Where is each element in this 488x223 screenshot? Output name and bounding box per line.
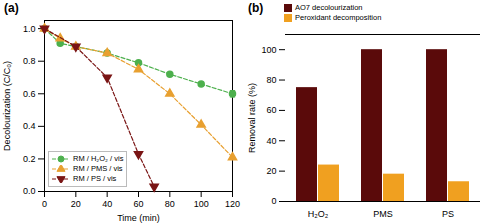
svg-text:0.2: 0.2 bbox=[23, 154, 36, 164]
svg-text:20: 20 bbox=[266, 166, 276, 176]
html-text:RM / PS / vis: RM / PS / vis bbox=[73, 174, 117, 183]
svg-text:0: 0 bbox=[271, 196, 276, 206]
svg-text:80: 80 bbox=[165, 199, 175, 209]
svg-text:H₂O₂: H₂O₂ bbox=[308, 209, 329, 219]
html-text:(a): (a) bbox=[4, 1, 19, 15]
svg-text:0.0: 0.0 bbox=[23, 186, 36, 196]
html-text:(b): (b) bbox=[248, 1, 264, 15]
svg-text:Decolourization (C/C₀): Decolourization (C/C₀) bbox=[2, 61, 12, 151]
svg-text:0.8: 0.8 bbox=[23, 56, 36, 66]
svg-text:0.6: 0.6 bbox=[23, 89, 36, 99]
svg-text:40: 40 bbox=[102, 199, 112, 209]
html-text:AO7 decolourization: AO7 decolourization bbox=[295, 3, 363, 12]
svg-text:40: 40 bbox=[266, 136, 276, 146]
svg-text:Removal rate (%): Removal rate (%) bbox=[247, 83, 257, 153]
svg-text:120: 120 bbox=[225, 199, 240, 209]
svg-text:Time (min): Time (min) bbox=[117, 213, 160, 223]
html-text:Peroxidant decomposition: Peroxidant decomposition bbox=[295, 13, 382, 22]
svg-text:80: 80 bbox=[266, 75, 276, 85]
svg-text:PMS: PMS bbox=[373, 209, 393, 219]
svg-text:60: 60 bbox=[266, 105, 276, 115]
svg-text:100: 100 bbox=[194, 199, 209, 209]
svg-text:100: 100 bbox=[261, 45, 276, 55]
svg-text:PS: PS bbox=[442, 209, 454, 219]
svg-text:20: 20 bbox=[71, 199, 81, 209]
html-text:RM / H₂O₂ / vis: RM / H₂O₂ / vis bbox=[73, 154, 124, 163]
svg-text:60: 60 bbox=[133, 199, 143, 209]
svg-text:1.0: 1.0 bbox=[23, 24, 36, 34]
svg-text:0: 0 bbox=[42, 199, 47, 209]
html-text:RM / PMS / vis: RM / PMS / vis bbox=[73, 164, 123, 173]
svg-text:0.4: 0.4 bbox=[23, 121, 36, 131]
